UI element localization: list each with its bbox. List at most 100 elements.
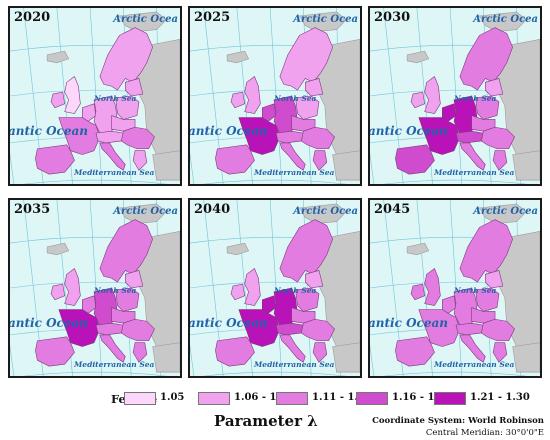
europe-map	[370, 8, 540, 184]
legend-label: 1.11 - 1.15	[312, 392, 372, 403]
region-uk	[64, 75, 81, 114]
region-greenland	[298, 203, 347, 224]
parallel-line	[22, 371, 168, 376]
region-gr	[132, 150, 148, 171]
coordinate-system: Coordinate System: World Robinson	[372, 416, 544, 426]
atlantic-ocean-label: antic Ocean	[188, 316, 268, 330]
region-gr	[312, 342, 328, 363]
region-alpine	[275, 322, 304, 336]
region-iceland	[46, 50, 70, 64]
mediterranean-sea-label: Mediterranean Sea	[434, 360, 515, 369]
legend-swatch	[356, 392, 388, 405]
meridian-line	[449, 8, 463, 184]
region-it	[459, 142, 486, 171]
region-turkey	[152, 150, 180, 181]
europe-map	[370, 200, 540, 376]
north-sea-label: North Sea	[94, 94, 137, 103]
region-greenland	[478, 11, 527, 32]
region-gr	[132, 342, 148, 363]
legend-label: 1.06 - 1.10	[234, 392, 294, 403]
region-iceland	[226, 50, 250, 64]
region-nordic	[99, 219, 153, 283]
region-balkan	[121, 318, 155, 342]
north-sea-label: North Sea	[274, 94, 317, 103]
region-balkan	[301, 318, 335, 342]
europe-map	[190, 200, 360, 376]
legend-swatch	[198, 392, 230, 405]
region-fr	[58, 117, 101, 155]
region-greenland	[478, 203, 527, 224]
region-ie	[230, 91, 246, 109]
arctic-ocean-label: Arctic Ocea	[473, 14, 538, 25]
region-nordic	[279, 219, 333, 283]
region-ie	[50, 283, 66, 301]
north-sea-label: North Sea	[454, 286, 497, 295]
region-turkey	[332, 342, 360, 373]
region-benelux	[82, 295, 97, 314]
region-benelux	[82, 103, 97, 122]
region-uk	[244, 75, 261, 114]
meridian-line	[449, 200, 463, 376]
region-iberia	[215, 144, 255, 175]
region-balkan	[121, 126, 155, 150]
region-iberia	[395, 336, 435, 367]
map-panel-2035: 2035 Arctic Ocea antic Ocean North Sea Medit…	[8, 198, 182, 378]
region-alpine	[275, 130, 304, 144]
north-sea-label: North Sea	[94, 286, 137, 295]
atlantic-ocean-label: antic Ocean	[188, 124, 268, 138]
north-sea-label: North Sea	[454, 94, 497, 103]
atlantic-ocean-label: antic Ocean	[368, 316, 448, 330]
arctic-ocean-label: Arctic Ocea	[473, 206, 538, 217]
region-iceland	[406, 242, 430, 256]
atlantic-ocean-label: antic Ocean	[368, 124, 448, 138]
region-alpine	[455, 322, 484, 336]
europe-map	[10, 8, 180, 184]
region-nordic	[459, 27, 513, 91]
arctic-ocean-label: Arctic Ocea	[113, 206, 178, 217]
legend-swatch	[434, 392, 466, 405]
region-ie	[230, 283, 246, 301]
region-alpine	[95, 130, 124, 144]
region-nordic	[279, 27, 333, 91]
panel-year: 2040	[194, 202, 231, 217]
region-it	[459, 334, 486, 363]
region-it	[279, 142, 306, 171]
region-greenland	[118, 203, 167, 224]
region-it	[99, 142, 126, 171]
region-iceland	[46, 242, 70, 256]
parallel-line	[202, 371, 348, 376]
region-nordic	[459, 219, 513, 283]
mediterranean-sea-label: Mediterranean Sea	[254, 360, 335, 369]
region-it	[99, 334, 126, 363]
region-uk	[64, 267, 81, 306]
panel-year: 2025	[194, 10, 231, 25]
region-alpine	[455, 130, 484, 144]
legend-swatch	[276, 392, 308, 405]
region-iceland	[226, 242, 250, 256]
region-fr	[418, 309, 461, 347]
region-uk	[424, 75, 441, 114]
region-benelux	[442, 295, 457, 314]
region-it	[279, 334, 306, 363]
central-meridian: Central Meridian: 30°0'0"E	[425, 428, 544, 438]
region-iberia	[35, 144, 75, 175]
europe-map	[190, 8, 360, 184]
region-turkey	[332, 150, 360, 181]
panel-year: 2035	[14, 202, 51, 217]
region-uk	[244, 267, 261, 306]
atlantic-ocean-label: antic Ocean	[8, 124, 88, 138]
map-panel-2040: 2040 Arctic Ocea antic Ocean North Sea Medit…	[188, 198, 362, 378]
region-uk	[424, 267, 441, 306]
map-panel-2025: 2025 Arctic Ocea antic Ocean North Sea Medit…	[188, 6, 362, 186]
region-benelux	[262, 103, 277, 122]
mediterranean-sea-label: Mediterranean Sea	[254, 168, 335, 177]
region-iceland	[406, 50, 430, 64]
region-iberia	[35, 336, 75, 367]
arctic-ocean-label: Arctic Ocea	[113, 14, 178, 25]
region-fr	[238, 309, 281, 347]
arctic-ocean-label: Arctic Ocea	[293, 206, 358, 217]
legend-label: 1.05	[160, 392, 185, 403]
region-greenland	[298, 11, 347, 32]
parallel-line	[22, 179, 168, 184]
region-ie	[410, 91, 426, 109]
